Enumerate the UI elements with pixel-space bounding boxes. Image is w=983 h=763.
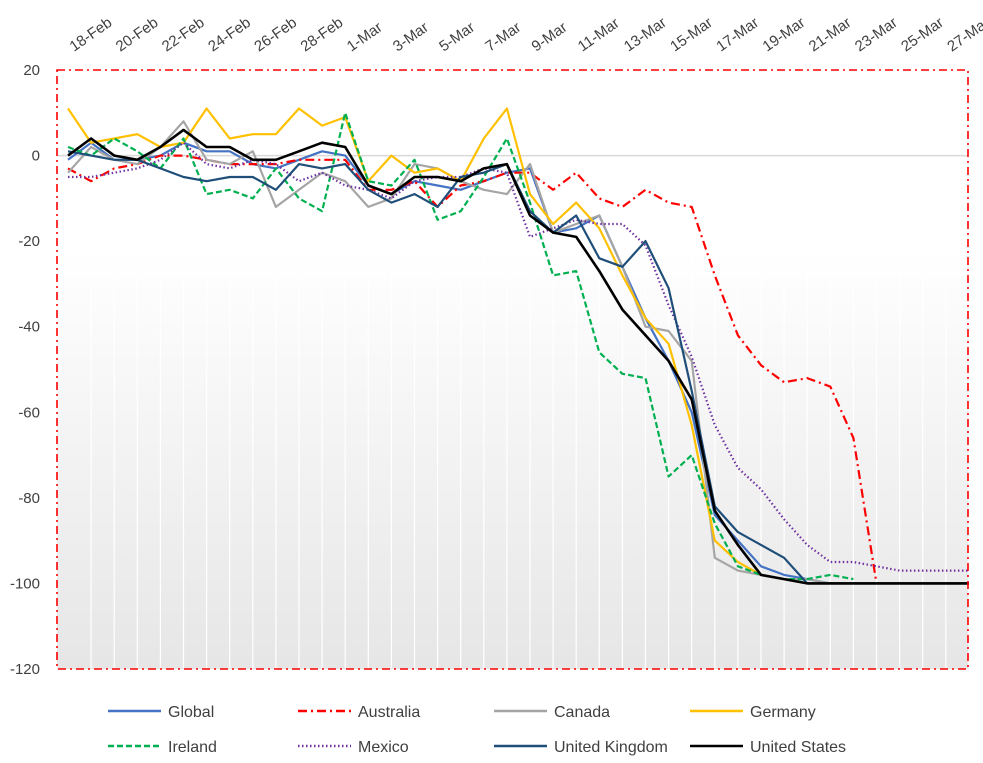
x-tick-label: 17-Mar bbox=[713, 14, 762, 55]
legend-label-germany: Germany bbox=[750, 704, 816, 721]
y-tick-label: -120 bbox=[10, 661, 40, 678]
y-tick-label: 0 bbox=[32, 148, 40, 165]
y-tick-label: -40 bbox=[18, 319, 40, 336]
x-tick-label: 7-Mar bbox=[482, 19, 524, 55]
x-tick-label: 21-Mar bbox=[806, 14, 855, 55]
x-tick-label: 11-Mar bbox=[575, 15, 623, 56]
x-tick-label: 5-Mar bbox=[436, 19, 478, 55]
series-layer bbox=[67, 107, 969, 585]
legend: Global Australia Canada Germany Ireland Mexic… bbox=[108, 704, 846, 756]
legend-label-canada: Canada bbox=[554, 704, 610, 721]
y-tick-label: -80 bbox=[18, 490, 40, 507]
y-axis: 20 0 -20 -40 -60 -80 -100 -120 bbox=[10, 62, 40, 678]
x-tick-label: 25-Mar bbox=[898, 14, 947, 55]
x-tick-label: 28-Feb bbox=[298, 14, 347, 55]
y-tick-label: 20 bbox=[23, 62, 40, 79]
series-line-australia bbox=[67, 154, 878, 584]
legend-label-mexico: Mexico bbox=[358, 739, 409, 756]
series-line-mexico bbox=[68, 141, 969, 572]
x-tick-label: 23-Mar bbox=[852, 14, 901, 55]
x-tick-label: 24-Feb bbox=[205, 14, 254, 55]
plot-area-background bbox=[57, 70, 968, 669]
y-tick-label: -100 bbox=[10, 575, 40, 592]
x-tick-label: 20-Feb bbox=[113, 14, 162, 55]
series-line-canada bbox=[67, 120, 969, 585]
series-line-ireland bbox=[67, 111, 854, 581]
x-tick-label: 1-Mar bbox=[344, 19, 386, 55]
x-tick-label: 13-Mar bbox=[621, 14, 670, 55]
series-line-united-states bbox=[67, 128, 969, 585]
x-tick-label: 3-Mar bbox=[390, 19, 432, 55]
y-tick-label: -20 bbox=[18, 233, 40, 250]
x-tick-label: 9-Mar bbox=[529, 19, 571, 55]
legend-label-australia: Australia bbox=[358, 704, 420, 721]
x-axis: 18-Feb20-Feb22-Feb24-Feb26-Feb28-Feb1-Ma… bbox=[67, 14, 983, 55]
x-tick-label: 26-Feb bbox=[251, 14, 300, 55]
x-tick-label: 27-Mar bbox=[944, 14, 983, 55]
plot-area-border bbox=[56, 69, 969, 670]
x-tick-label: 15-Mar bbox=[667, 14, 716, 55]
legend-label-global: Global bbox=[168, 704, 214, 721]
legend-label-united-states: United States bbox=[750, 739, 846, 756]
y-tick-label: -60 bbox=[18, 404, 40, 421]
x-tick-label: 18-Feb bbox=[67, 14, 116, 55]
x-tick-label: 22-Feb bbox=[159, 14, 208, 55]
legend-label-united-kingdom: United Kingdom bbox=[554, 739, 668, 756]
x-tick-label: 19-Mar bbox=[760, 14, 809, 55]
legend-label-ireland: Ireland bbox=[168, 739, 217, 756]
